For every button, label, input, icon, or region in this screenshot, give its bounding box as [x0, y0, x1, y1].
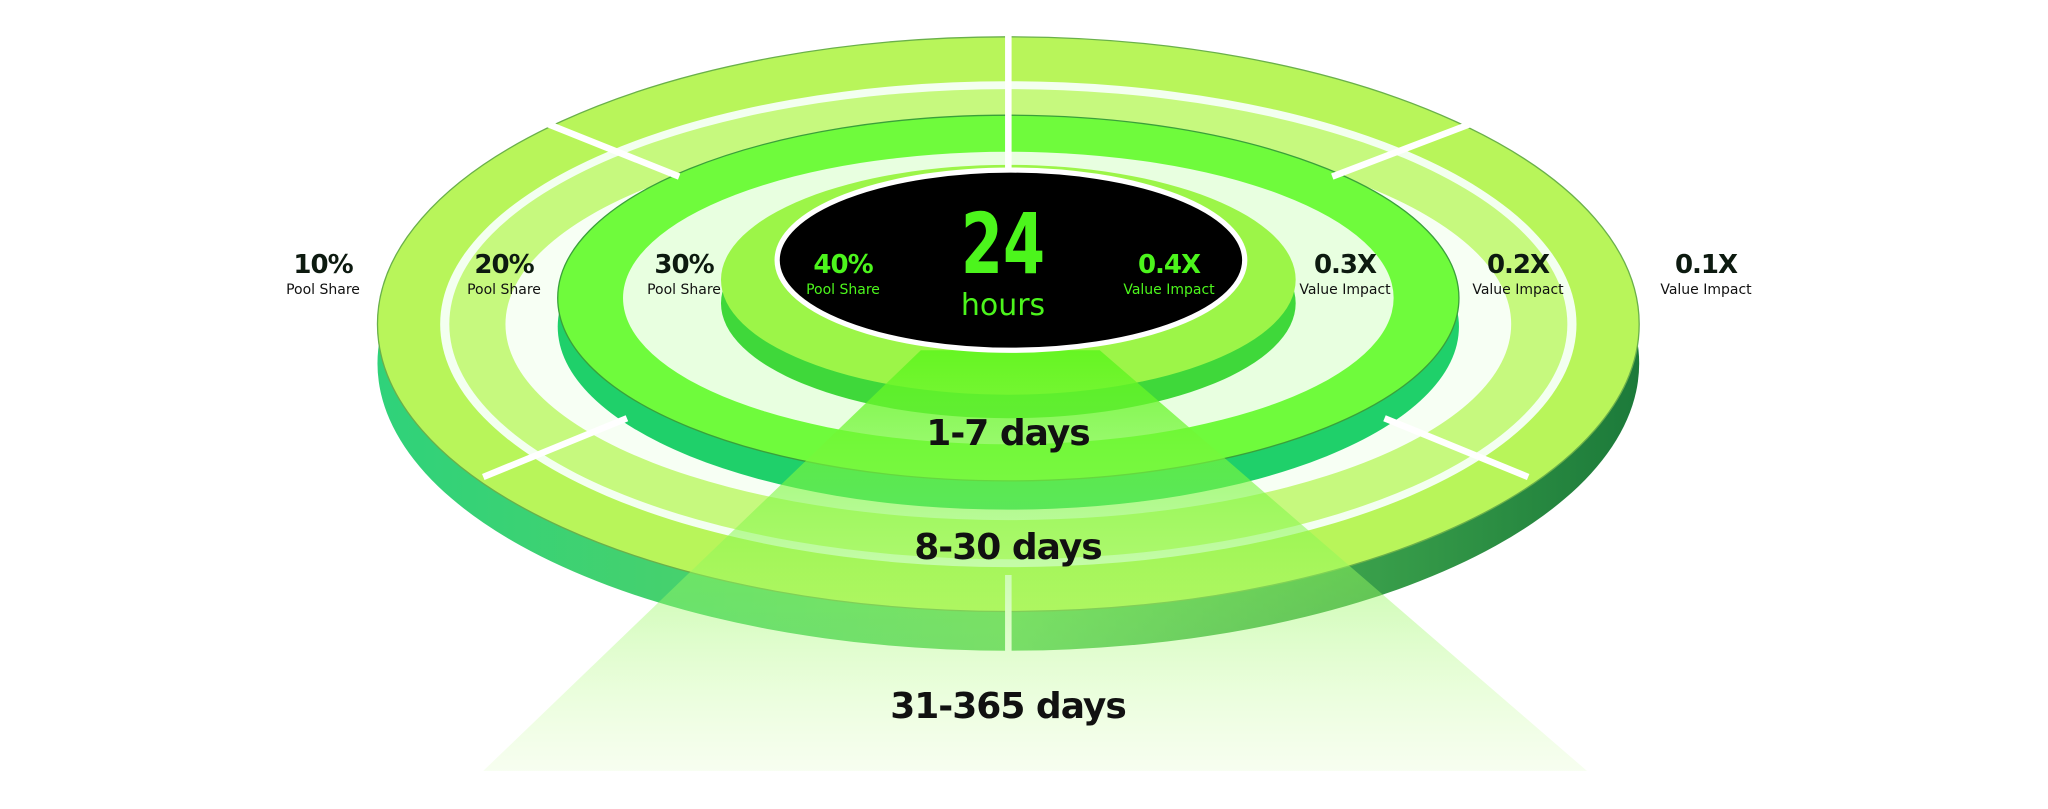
pool-share-20: 20% Pool Share: [467, 250, 541, 298]
value-impact-label: Value Impact: [1299, 282, 1391, 298]
value-impact-0.2: 0.2X Value Impact: [1472, 250, 1563, 298]
pool-share-10: 10% Pool Share: [286, 250, 360, 298]
center-value: 24: [960, 195, 1046, 293]
center-disc: [774, 167, 1248, 353]
value-impact-value: 0.2X: [1486, 250, 1550, 280]
segment-dividers: [482, 26, 1530, 654]
duration-1-7-days: 1-7 days: [926, 413, 1090, 454]
pool-share-value: 40%: [813, 250, 873, 280]
pool-share-label: Pool Share: [647, 282, 721, 298]
pool-share-label: Pool Share: [806, 282, 880, 298]
pool-share-value: 10%: [293, 250, 353, 280]
value-impact-0.1: 0.1X Value Impact: [1660, 250, 1751, 298]
pool-share-40: 40% Pool Share: [806, 250, 880, 298]
duration-beam: [483, 350, 1587, 771]
value-impact-0.4: 0.4X Value Impact: [1123, 250, 1214, 298]
pool-share-label: Pool Share: [286, 282, 360, 298]
value-impact-value: 0.4X: [1137, 250, 1201, 280]
pool-share-30: 30% Pool Share: [647, 250, 721, 298]
value-impact-0.3: 0.3X Value Impact: [1299, 250, 1390, 298]
pool-share-value: 20%: [474, 250, 534, 280]
duration-31-365-days: 31-365 days: [890, 686, 1127, 727]
value-impact-label: Value Impact: [1123, 282, 1215, 298]
value-impact-value: 0.3X: [1313, 250, 1377, 280]
value-impact-label: Value Impact: [1660, 282, 1752, 298]
pool-share-label: Pool Share: [467, 282, 541, 298]
duration-8-30-days: 8-30 days: [914, 527, 1102, 568]
value-impact-value: 0.1X: [1674, 250, 1738, 280]
value-impact-label: Value Impact: [1472, 282, 1564, 298]
pool-share-value: 30%: [654, 250, 714, 280]
center-unit: hours: [960, 288, 1046, 323]
